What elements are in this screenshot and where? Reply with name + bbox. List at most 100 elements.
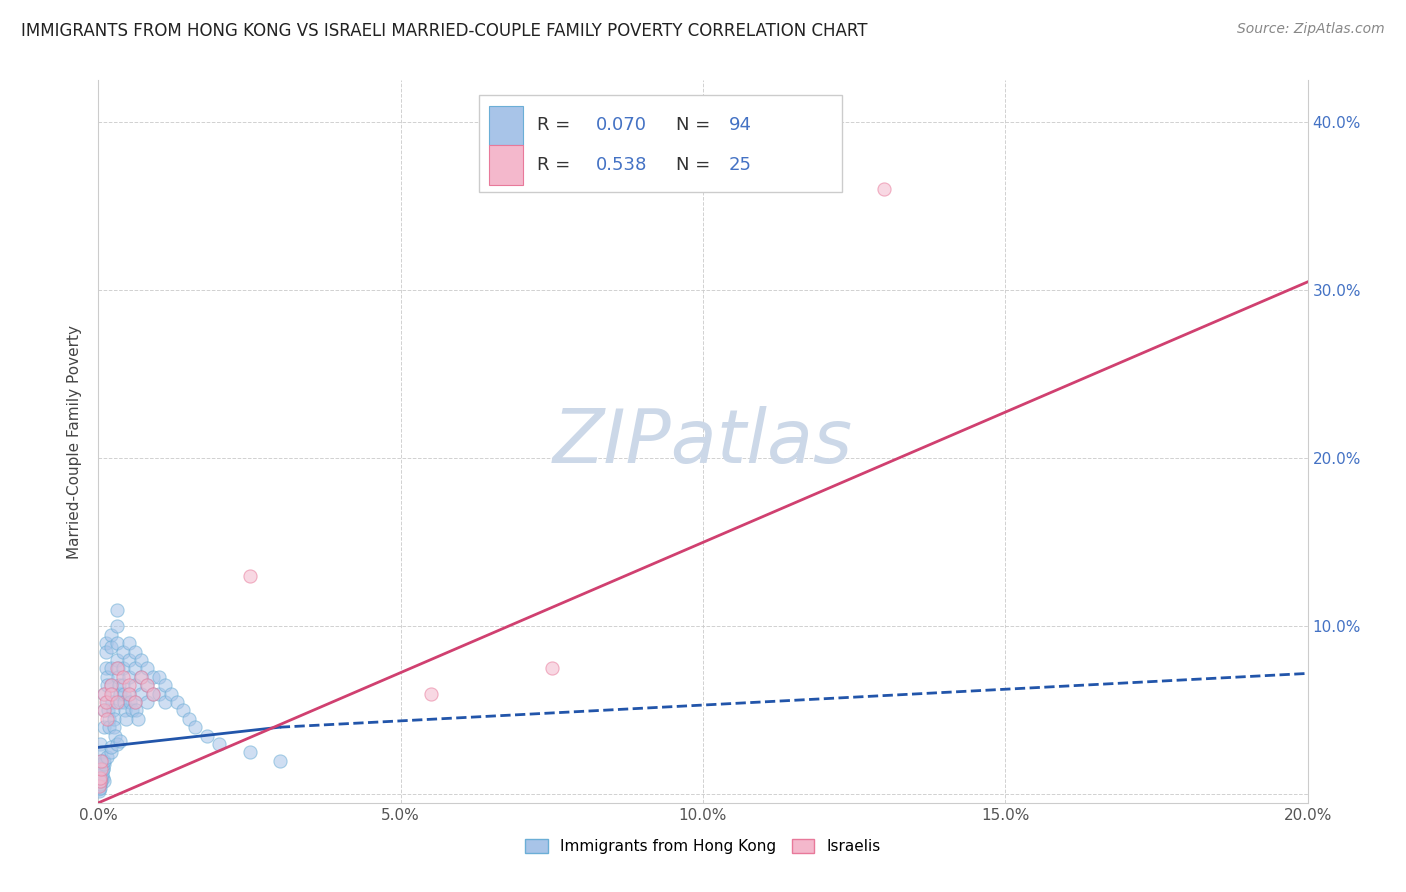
Point	[129, 670, 152, 684]
Point	[93, 687, 115, 701]
Point	[124, 644, 146, 658]
Point	[100, 687, 122, 701]
Bar	[489, 145, 523, 185]
Point	[269, 754, 291, 768]
Point	[105, 737, 128, 751]
Point	[118, 678, 141, 692]
Point	[114, 712, 136, 726]
Text: R =: R =	[537, 117, 576, 135]
Point	[100, 628, 122, 642]
Point	[97, 703, 120, 717]
Point	[124, 695, 146, 709]
Point	[96, 678, 118, 692]
Point	[91, 762, 114, 776]
Point	[112, 695, 135, 709]
Point	[124, 661, 146, 675]
Point	[118, 687, 141, 701]
Point	[96, 661, 118, 675]
Point	[148, 687, 170, 701]
Bar	[489, 105, 523, 145]
Point	[118, 695, 141, 709]
Point	[118, 687, 141, 701]
Point	[96, 695, 118, 709]
Point	[93, 703, 115, 717]
Point	[89, 780, 111, 795]
Point	[153, 678, 176, 692]
Text: 0.538: 0.538	[595, 156, 647, 174]
Point	[101, 703, 124, 717]
Point	[118, 670, 141, 684]
Point	[87, 779, 110, 793]
Point	[148, 670, 170, 684]
Point	[107, 670, 129, 684]
Point	[184, 720, 207, 734]
Point	[100, 745, 122, 759]
Point	[160, 687, 183, 701]
Point	[172, 703, 194, 717]
Point	[112, 687, 135, 701]
Point	[89, 771, 111, 785]
Point	[124, 695, 146, 709]
Point	[101, 695, 124, 709]
Point	[208, 737, 231, 751]
Point	[108, 687, 131, 701]
Point	[91, 767, 114, 781]
Point	[91, 762, 114, 776]
Point	[239, 569, 262, 583]
Point	[87, 779, 110, 793]
Point	[91, 757, 114, 772]
Point	[124, 678, 146, 692]
Point	[111, 644, 134, 658]
Point	[93, 754, 115, 768]
Point	[540, 661, 562, 675]
Point	[135, 695, 157, 709]
Point	[90, 771, 112, 785]
Point	[129, 670, 152, 684]
Point	[100, 740, 122, 755]
Point	[111, 670, 134, 684]
Point	[90, 754, 112, 768]
Point	[142, 670, 165, 684]
Point	[104, 729, 127, 743]
Point	[108, 733, 131, 747]
Point	[195, 729, 218, 743]
Text: Source: ZipAtlas.com: Source: ZipAtlas.com	[1237, 22, 1385, 37]
Point	[166, 695, 188, 709]
Text: R =: R =	[537, 156, 576, 174]
Point	[105, 619, 128, 633]
Point	[108, 678, 131, 692]
Point	[129, 687, 152, 701]
Point	[107, 661, 129, 675]
Point	[103, 712, 125, 726]
Text: N =: N =	[676, 156, 717, 174]
Point	[103, 720, 125, 734]
Point	[93, 774, 115, 789]
Point	[873, 182, 896, 196]
Point	[239, 745, 262, 759]
Point	[93, 720, 115, 734]
Point	[121, 703, 143, 717]
Point	[94, 695, 117, 709]
Point	[98, 720, 121, 734]
Point	[142, 687, 165, 701]
Point	[100, 640, 122, 654]
Point	[100, 678, 122, 692]
Point	[153, 695, 176, 709]
Point	[89, 774, 111, 789]
Point	[90, 745, 112, 759]
FancyBboxPatch shape	[479, 95, 842, 193]
Text: 0.070: 0.070	[595, 117, 647, 135]
Legend: Immigrants from Hong Kong, Israelis: Immigrants from Hong Kong, Israelis	[519, 832, 887, 860]
Text: 94: 94	[728, 117, 751, 135]
Point	[118, 636, 141, 650]
Point	[105, 602, 128, 616]
Point	[114, 703, 136, 717]
Point	[94, 644, 117, 658]
Point	[100, 661, 122, 675]
Point	[111, 661, 134, 675]
Point	[100, 678, 122, 692]
Point	[135, 678, 157, 692]
Point	[100, 687, 122, 701]
Point	[105, 653, 128, 667]
Point	[420, 687, 443, 701]
